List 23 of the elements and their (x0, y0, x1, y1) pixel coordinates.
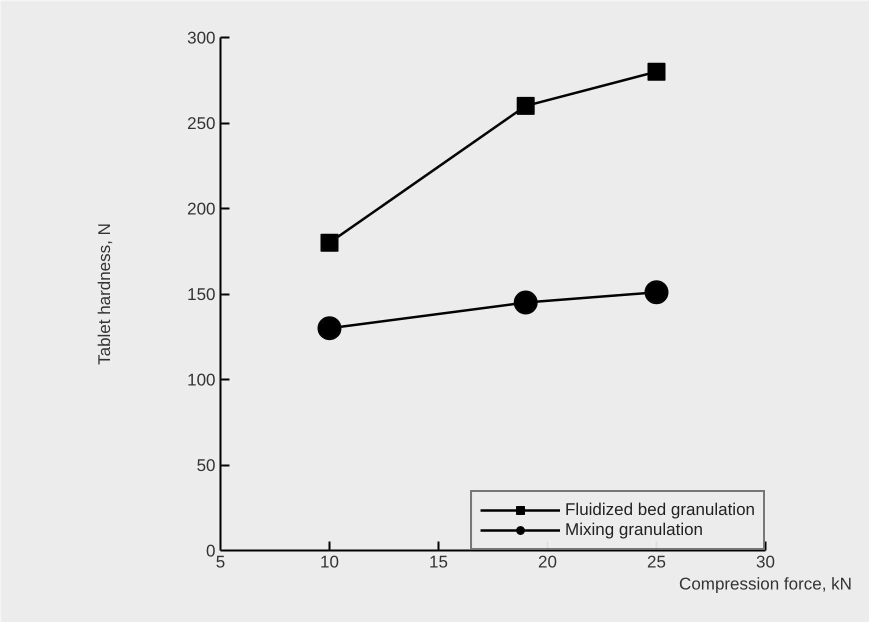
point (320, 234, 338, 252)
y-tick-label: 50 (196, 456, 216, 475)
point (644, 280, 668, 304)
legend-label: Mixing granulation (565, 520, 703, 540)
y-axis-title: Tablet hardness, N (95, 223, 114, 365)
legend-label: Fluidized bed granulation (565, 500, 755, 520)
x-tick-label: 20 (538, 552, 557, 572)
x-tick-label: 15 (429, 552, 448, 572)
y-tick-label: 250 (187, 114, 216, 133)
y-tick-label: 0 (206, 542, 216, 560)
x-tick-label: 25 (647, 552, 666, 572)
y-tick-label: 150 (187, 285, 216, 304)
x-tick-label: 30 (756, 552, 775, 572)
y-tick-label: 100 (187, 370, 216, 390)
y-tick-label: 200 (187, 200, 216, 218)
point (516, 96, 535, 115)
x-tick-label: 5 (216, 552, 226, 572)
point (648, 62, 666, 81)
x-tick-label: 10 (320, 552, 339, 572)
y-tick-label: 300 (187, 28, 216, 48)
x-axis-title: Compression force, kN (679, 574, 852, 594)
point (514, 290, 538, 315)
point (318, 316, 342, 340)
